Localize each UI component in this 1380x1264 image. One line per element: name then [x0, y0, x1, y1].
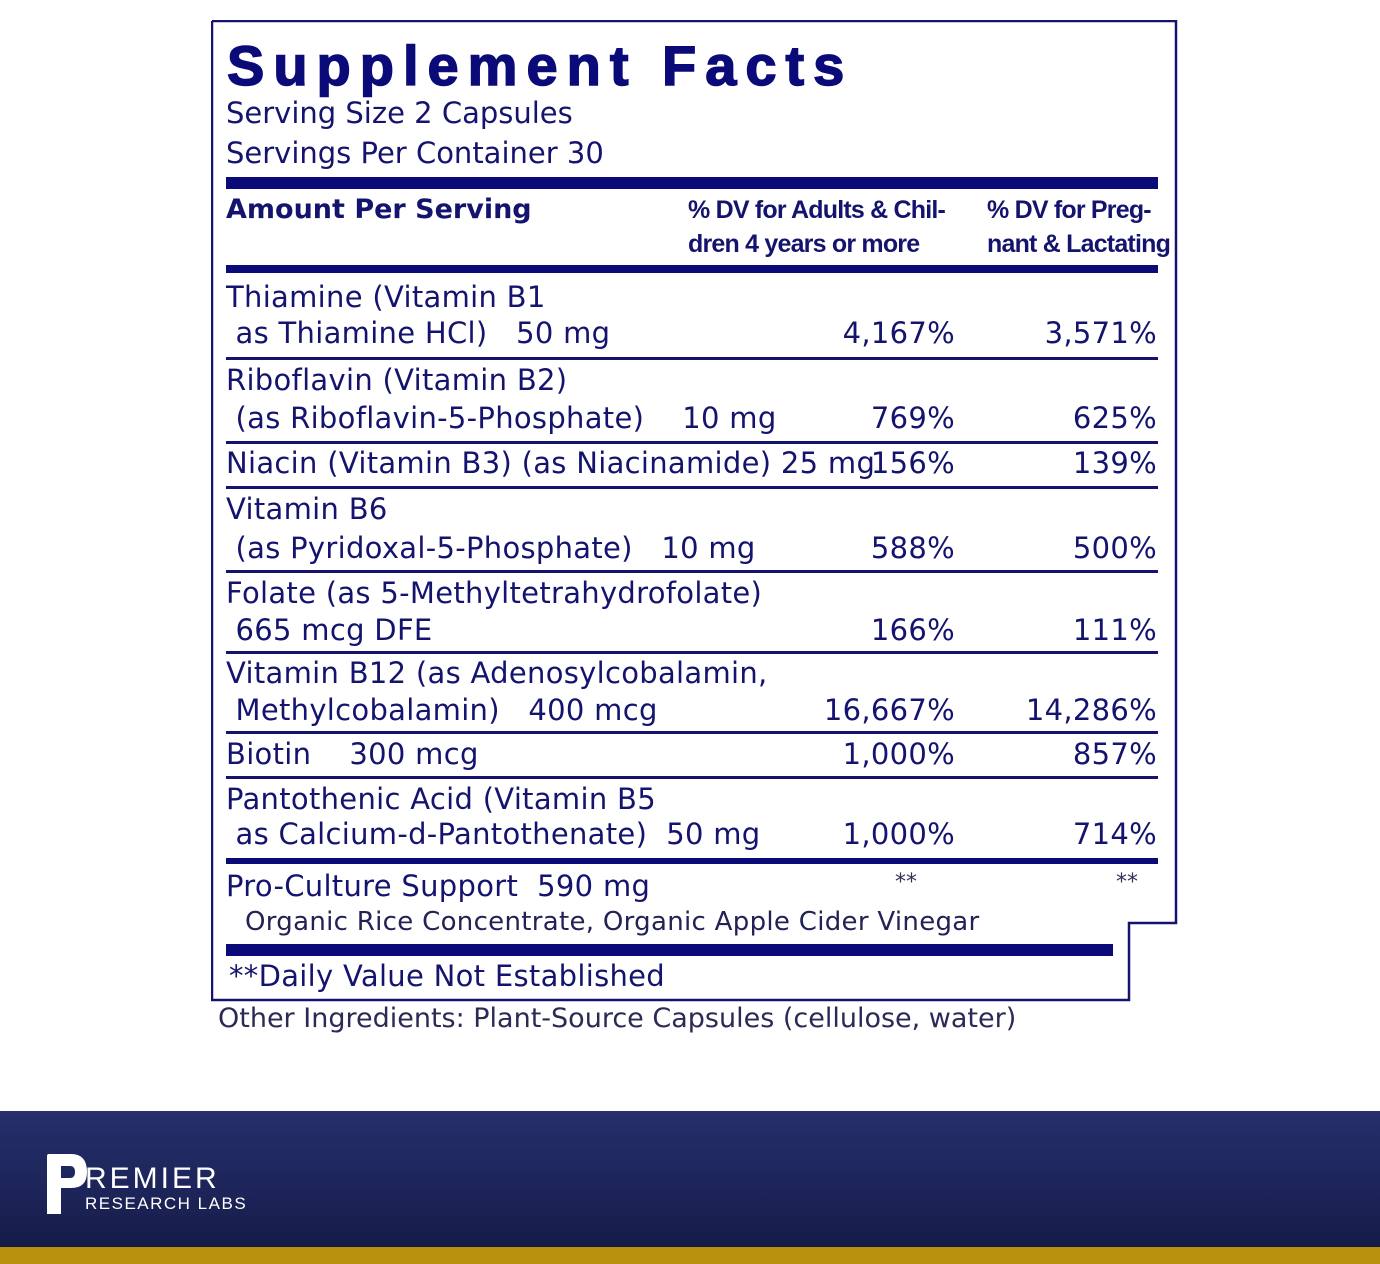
dv-adults-value: 4,167% [842, 316, 955, 350]
nutrient-name: Biotin 300 mcg [226, 737, 479, 771]
dv-pregnant-value: 625% [1072, 401, 1157, 435]
dv-adults-not-established: ** [895, 870, 917, 895]
proculture-ingredients: Organic Rice Concentrate, Organic Apple … [245, 907, 980, 937]
supplement-facts-panel: Supplement Facts Serving Size 2 Capsules… [211, 20, 1178, 1002]
nutrient-name: Folate (as 5-Methyltetrahydrofolate) [226, 576, 763, 610]
nutrient-amount: (as Pyridoxal-5-Phosphate) 10 mg [226, 531, 756, 565]
nutrient-name: Pantothenic Acid (Vitamin B5 [226, 782, 656, 816]
row-divider [226, 570, 1158, 573]
nutrient-amount: 665 mcg DFE [226, 613, 433, 647]
row-divider [226, 731, 1158, 734]
nutrient-name: Niacin (Vitamin B3) (as Niacinamide) 25 … [226, 446, 876, 480]
dv-pregnant-value: 3,571% [1044, 316, 1157, 350]
brand-accent-stripe [0, 1247, 1380, 1264]
dv-pregnant-value: 857% [1072, 737, 1157, 771]
row-divider [226, 357, 1158, 360]
logo-wordmark-bottom: RESEARCH LABS [85, 1194, 248, 1213]
dv-pregnant-header-1: % DV for Preg- [987, 196, 1152, 224]
dv-adults-value: 166% [870, 613, 955, 647]
brand-banner [0, 1111, 1380, 1247]
logo-p-icon [47, 1154, 87, 1214]
panel-title: Supplement Facts [226, 34, 854, 97]
dv-pregnant-value: 139% [1072, 446, 1157, 480]
dv-pregnant-value: 714% [1072, 817, 1157, 851]
dv-pregnant-not-established: ** [1116, 870, 1138, 895]
dv-pregnant-value: 111% [1072, 613, 1157, 647]
nutrient-amount: as Thiamine HCl) 50 mg [226, 316, 611, 350]
dv-adults-value: 769% [870, 401, 955, 435]
proculture-name: Pro-Culture Support 590 mg [226, 869, 651, 903]
daily-value-footnote: **Daily Value Not Established [229, 959, 666, 993]
dv-adults-header-1: % DV for Adults & Chil- [688, 196, 946, 224]
nutrient-name: Vitamin B6 [226, 492, 388, 526]
nutrient-amount: as Calcium-d-Pantothenate) 50 mg [226, 817, 761, 851]
dv-pregnant-value: 14,286% [1025, 693, 1157, 727]
nutrient-amount: (as Riboflavin-5-Phosphate) 10 mg [226, 401, 777, 435]
amount-per-serving-header: Amount Per Serving [226, 194, 532, 225]
serving-size: Serving Size 2 Capsules [226, 96, 573, 130]
dv-pregnant-header-2: nant & Lactating [987, 230, 1171, 258]
servings-per-container: Servings Per Container 30 [226, 136, 604, 170]
nutrient-section-divider [226, 858, 1158, 864]
nutrient-amount: Methylcobalamin) 400 mcg [226, 693, 658, 727]
row-divider [226, 441, 1158, 444]
row-divider [226, 651, 1158, 654]
dv-adults-value: 588% [870, 531, 955, 565]
dv-adults-value: 1,000% [842, 817, 955, 851]
other-ingredients: Other Ingredients: Plant-Source Capsules… [218, 1003, 1017, 1034]
row-divider [226, 776, 1158, 779]
dv-adults-value: 156% [870, 446, 955, 480]
row-divider [226, 486, 1158, 489]
dv-adults-header-2: dren 4 years or more [688, 230, 920, 258]
dv-pregnant-value: 500% [1072, 531, 1157, 565]
nutrient-name: Vitamin B12 (as Adenosylcobalamin, [226, 656, 768, 690]
nutrient-name: Thiamine (Vitamin B1 [226, 280, 546, 314]
dv-adults-value: 1,000% [842, 737, 955, 771]
dv-adults-value: 16,667% [823, 693, 955, 727]
panel-border [211, 20, 1178, 1002]
footnote-divider [226, 944, 1113, 956]
thick-divider [226, 177, 1158, 189]
nutrient-name: Riboflavin (Vitamin B2) [226, 363, 568, 397]
logo-wordmark-top: REMIER [85, 1162, 220, 1195]
header-divider [226, 265, 1158, 273]
